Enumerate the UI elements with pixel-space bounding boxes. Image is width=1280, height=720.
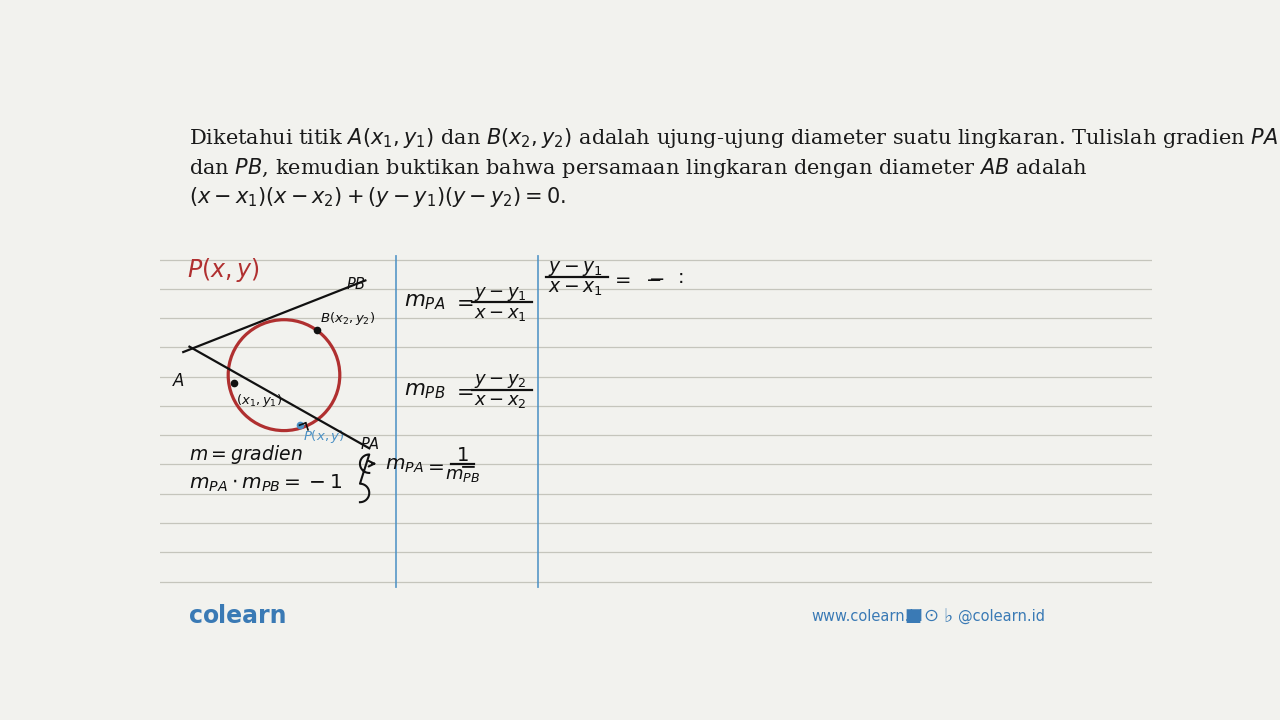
Text: $m_{PB}$: $m_{PB}$ — [404, 381, 445, 400]
Text: $\odot$: $\odot$ — [923, 607, 938, 625]
Text: $m_{PA}$: $m_{PA}$ — [385, 456, 424, 474]
Text: $B(x_2, y_2)$: $B(x_2, y_2)$ — [320, 310, 375, 328]
Text: $y - y_2$: $y - y_2$ — [474, 372, 526, 390]
Text: learn: learn — [218, 604, 287, 628]
Text: $1$: $1$ — [456, 446, 468, 466]
Text: $m_{PA} \cdot m_{PB} = -1$: $m_{PA} \cdot m_{PB} = -1$ — [189, 472, 343, 494]
Text: $=$: $=$ — [452, 292, 474, 312]
Text: www.colearn.id: www.colearn.id — [812, 608, 923, 624]
Text: co: co — [189, 604, 220, 628]
Text: $-$: $-$ — [648, 268, 664, 287]
Text: $m_{PB}$: $m_{PB}$ — [444, 467, 480, 485]
Text: $(x_1, y_1)$: $(x_1, y_1)$ — [236, 392, 282, 409]
Text: $P(\mathit{x}, y)$: $P(\mathit{x}, y)$ — [303, 428, 346, 445]
Text: $PA$: $PA$ — [360, 436, 380, 452]
Text: $=$: $=$ — [452, 381, 474, 400]
Text: $m_{PA}$: $m_{PA}$ — [404, 292, 445, 312]
Text: $= \ -$: $= \ -$ — [424, 456, 475, 474]
Text: $(x - x_1)(x - x_2) + (y - y_1)(y - y_2) = 0.$: $(x - x_1)(x - x_2) + (y - y_1)(y - y_2)… — [189, 185, 567, 209]
Text: $y - y_1$: $y - y_1$ — [474, 285, 526, 303]
Text: $\flat$: $\flat$ — [943, 607, 952, 626]
Text: $P(\mathit{x}, y)$: $P(\mathit{x}, y)$ — [187, 256, 260, 284]
Text: $A$: $A$ — [172, 372, 184, 390]
Text: $:$: $:$ — [673, 268, 684, 287]
Text: $m = \mathit{gradien}$: $m = \mathit{gradien}$ — [189, 443, 303, 466]
Text: $\mathit{x} - x_1$: $\mathit{x} - x_1$ — [474, 305, 526, 323]
Text: dan $PB$, kemudian buktikan bahwa persamaan lingkaran dengan diameter $AB$ adala: dan $PB$, kemudian buktikan bahwa persam… — [189, 156, 1088, 180]
Text: Diketahui titik $A(x_1, y_1)$ dan $B(x_2, y_2)$ adalah ujung-ujung diameter suat: Diketahui titik $A(x_1, y_1)$ dan $B(x_2… — [189, 127, 1279, 150]
Text: $PB$: $PB$ — [346, 276, 366, 292]
Text: $\mathit{x} - x_1$: $\mathit{x} - x_1$ — [548, 279, 603, 297]
Text: $\blacksquare$: $\blacksquare$ — [904, 607, 922, 625]
Text: $= \ -$: $= \ -$ — [611, 269, 662, 289]
Text: $y - y_1$: $y - y_1$ — [548, 259, 603, 279]
Text: @colearn.id: @colearn.id — [959, 608, 1046, 624]
Text: $\mathit{x} - x_2$: $\mathit{x} - x_2$ — [474, 392, 526, 410]
